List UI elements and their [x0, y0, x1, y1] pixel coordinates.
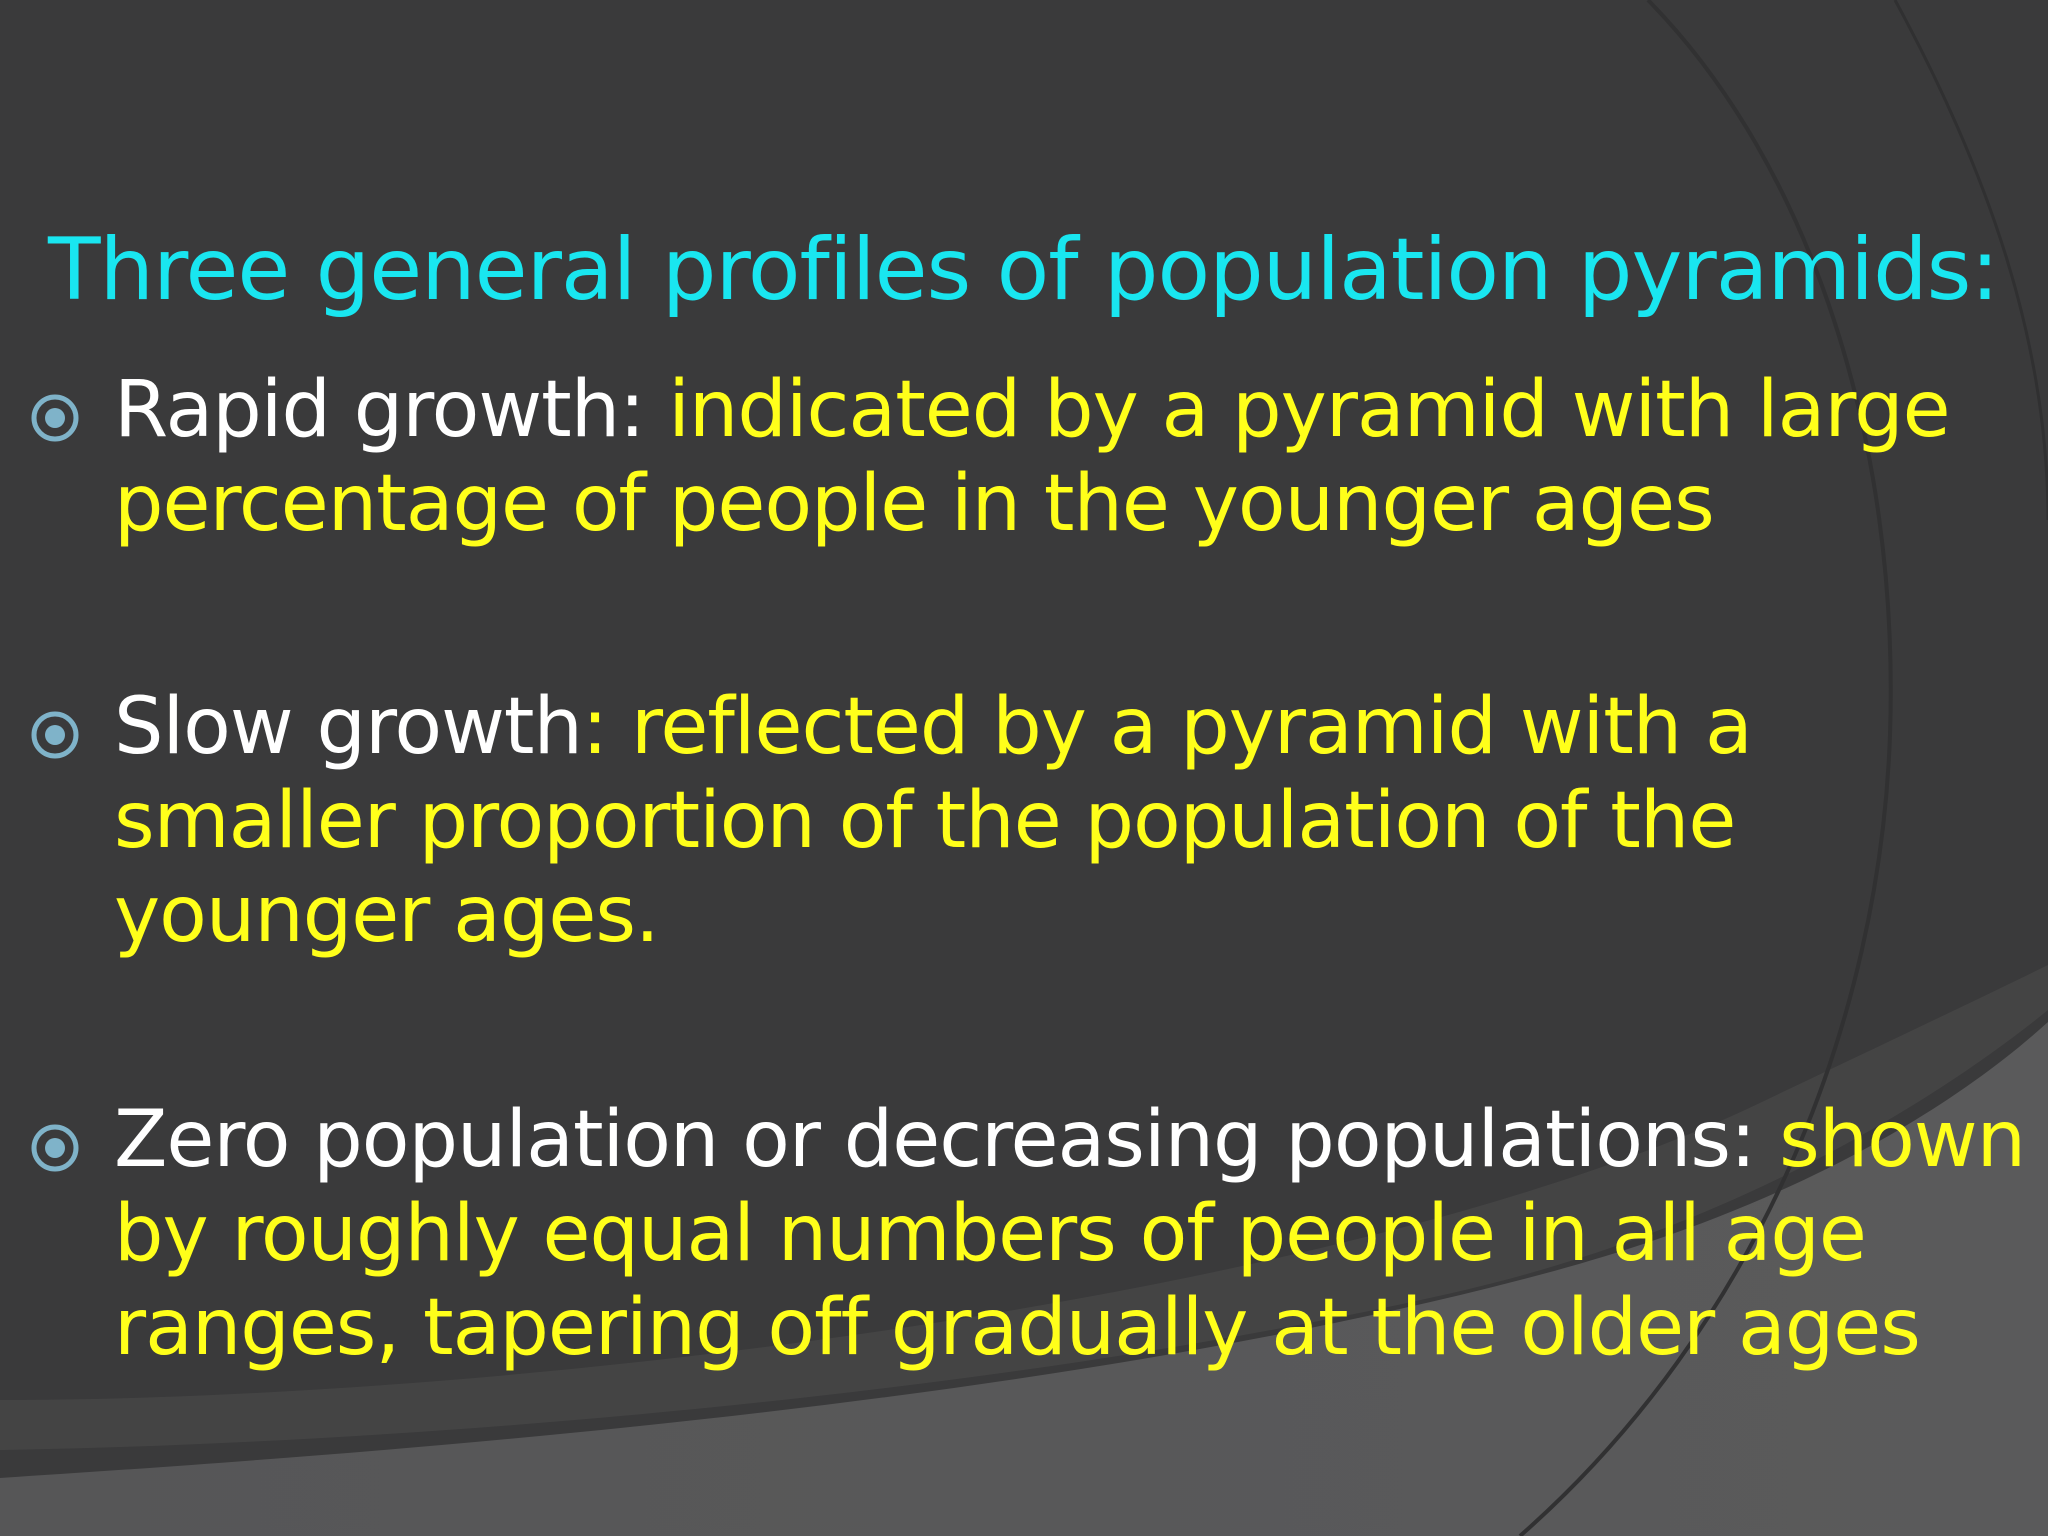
target-bullet-icon — [31, 394, 79, 442]
lower-curve-band — [0, 1022, 2048, 1536]
bullet-zero-population-text: Zero population or decreasing population… — [114, 1093, 2044, 1375]
bullet-label: Zero population or decreasing population… — [114, 1095, 1756, 1185]
target-bullet-icon — [31, 711, 79, 759]
bullet-label: Slow growth — [114, 682, 583, 772]
slide-title: Three general profiles of population pyr… — [48, 220, 1999, 320]
right-arc-line — [1518, 0, 1893, 1536]
middle-curve-band — [0, 965, 2048, 1450]
target-bullet-icon — [31, 1124, 79, 1172]
corner-arc-line — [1893, 0, 2048, 521]
bullet-description: shown by roughly equal numbers of people… — [114, 1095, 2026, 1373]
bullet-label: Rapid growth: — [114, 365, 645, 455]
bullet-description: indicated by a pyramid with large percen… — [114, 365, 1951, 549]
bullet-slow-growth-text: Slow growth: reflected by a pyramid with… — [114, 680, 2044, 962]
bullet-rapid-growth-text: Rapid growth: indicated by a pyramid wit… — [114, 363, 2044, 551]
bullet-description: : reflected by a pyramid with a smaller … — [114, 682, 1753, 960]
